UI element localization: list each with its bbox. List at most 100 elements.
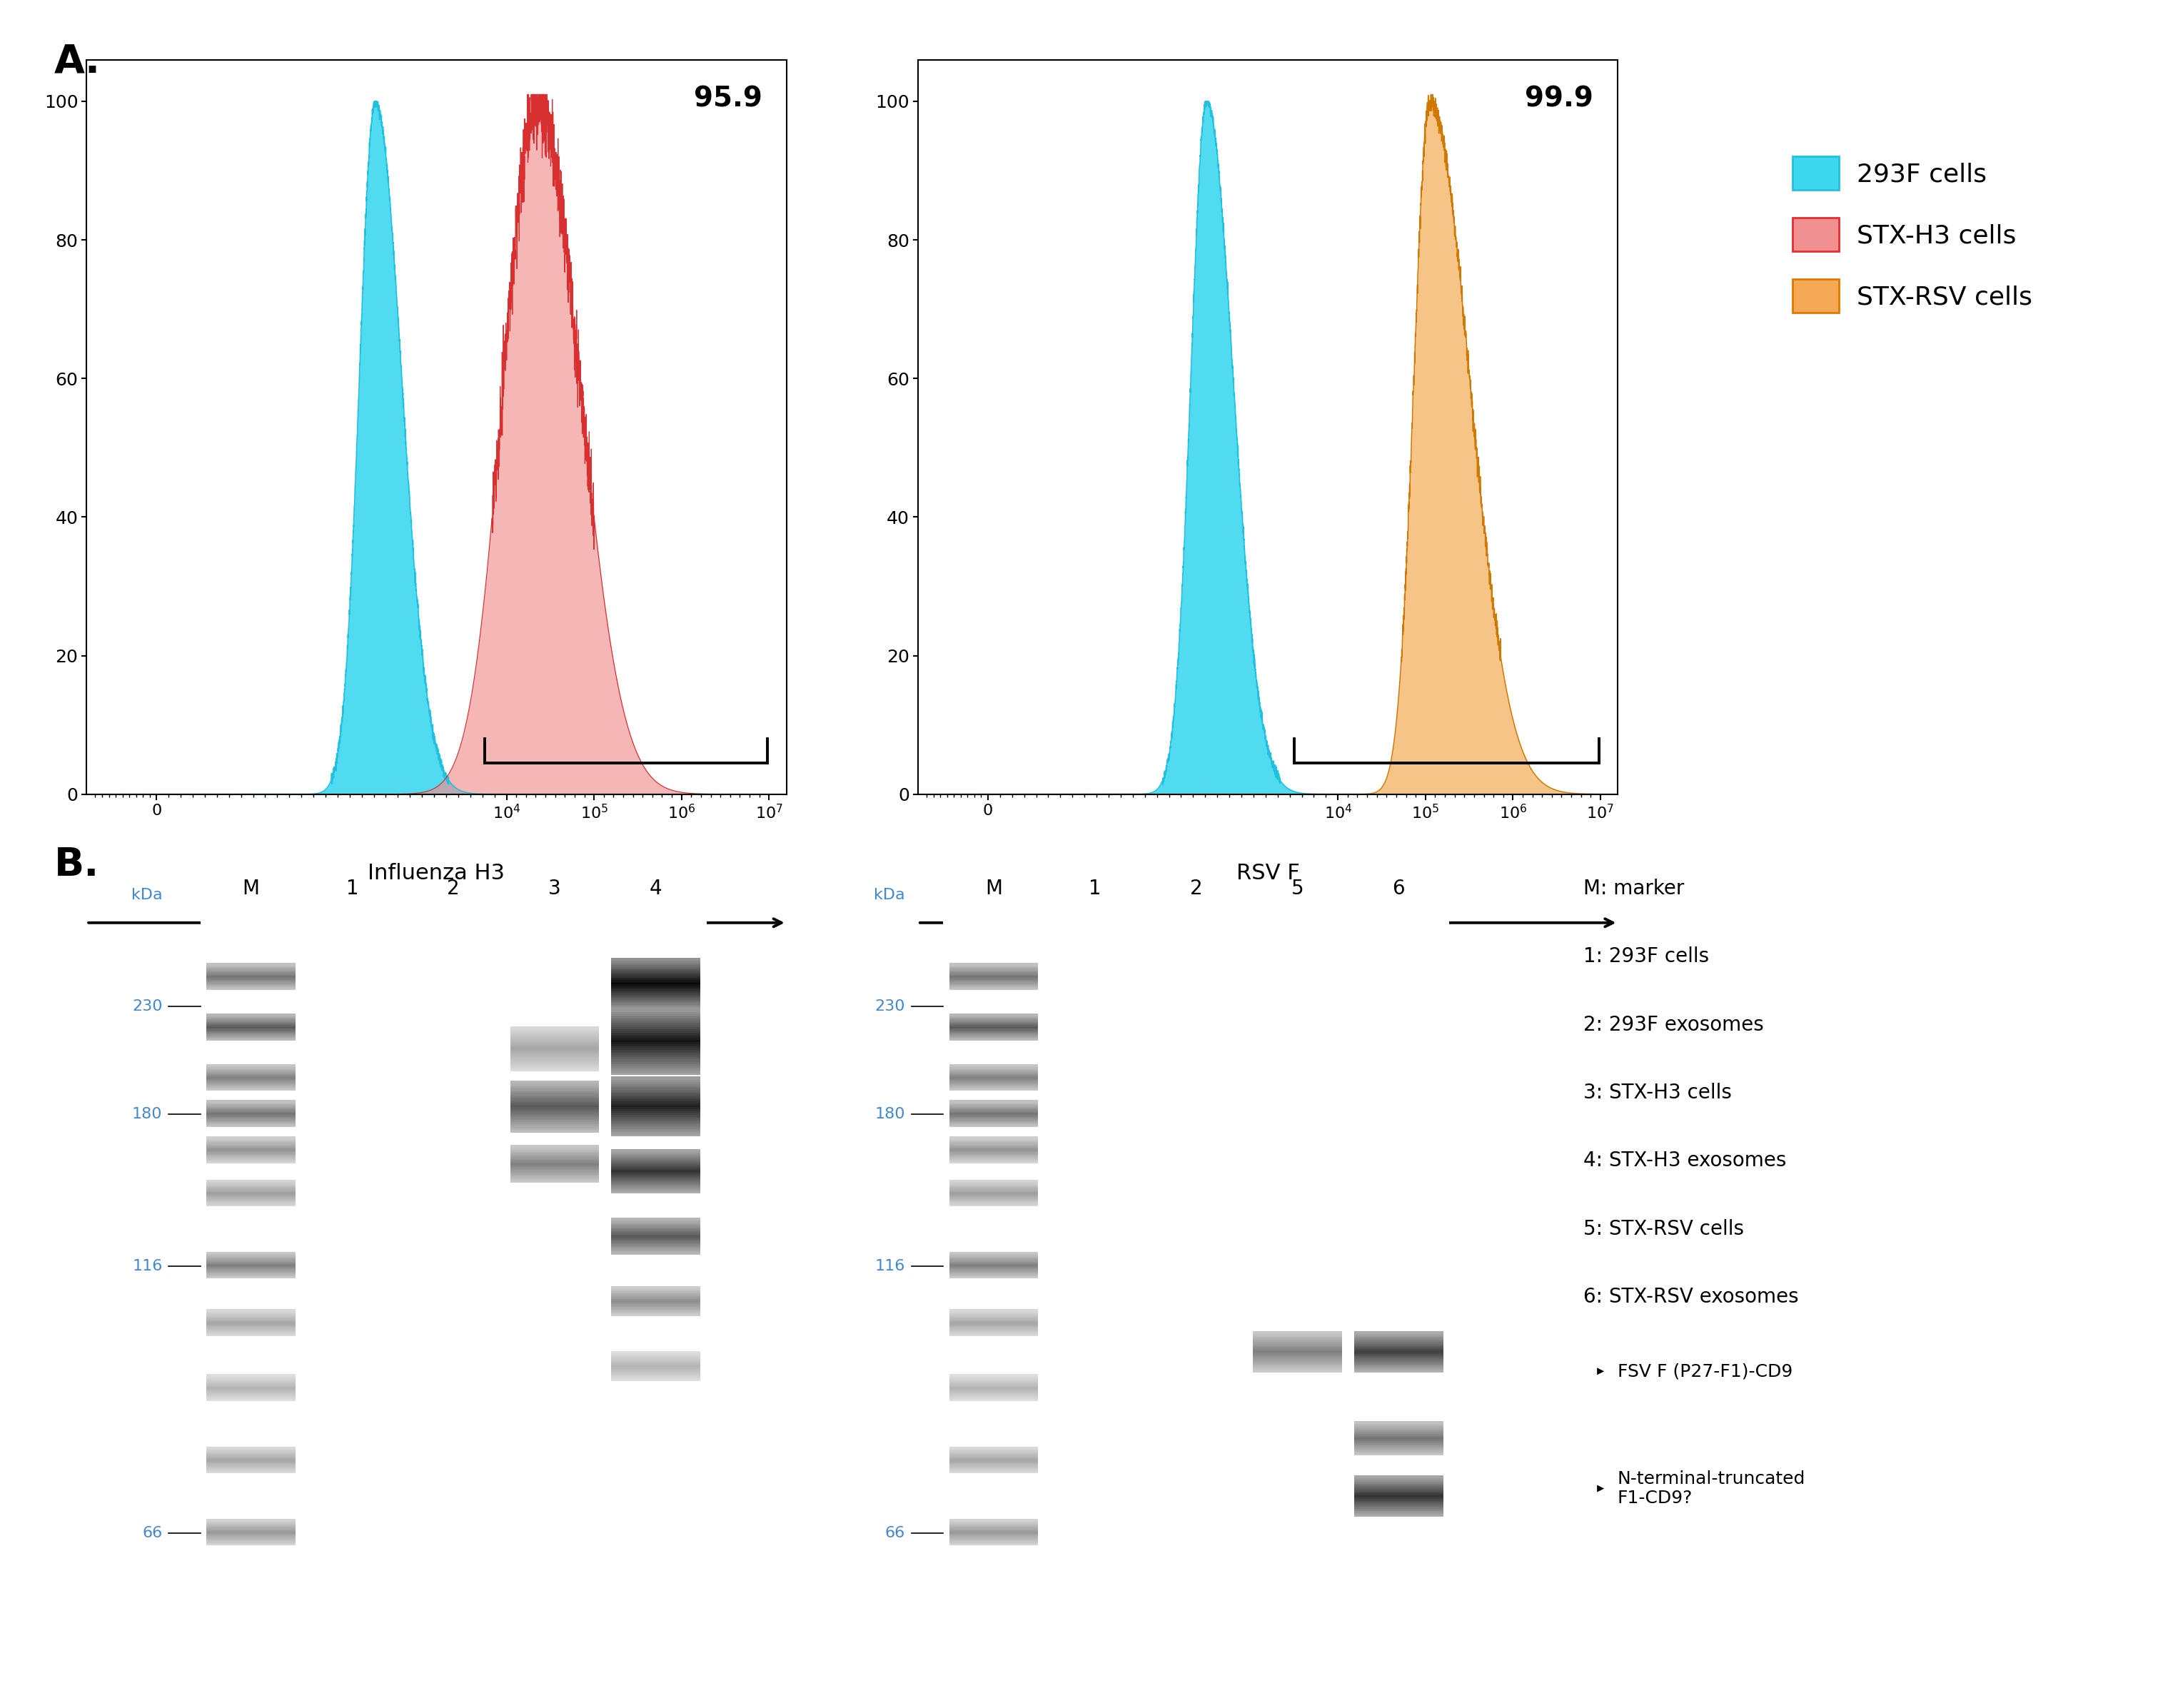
Bar	[612, 1151, 701, 1155]
Bar	[205, 1392, 296, 1395]
Bar	[1354, 1505, 1443, 1508]
Bar	[205, 1185, 296, 1187]
Bar	[205, 1122, 296, 1126]
Bar	[612, 1173, 701, 1177]
Bar	[205, 1539, 296, 1542]
Bar	[612, 1066, 701, 1071]
Bar	[950, 1071, 1038, 1074]
Bar	[1354, 1452, 1443, 1455]
Bar	[205, 1375, 296, 1378]
Bar	[205, 1462, 296, 1464]
Bar	[510, 1028, 599, 1032]
Bar	[612, 1293, 701, 1295]
Bar	[612, 1107, 701, 1110]
Bar	[950, 1196, 1038, 1197]
Bar	[205, 1153, 296, 1156]
Bar	[205, 1073, 296, 1076]
Bar	[1354, 1476, 1443, 1477]
Bar	[205, 1155, 296, 1158]
Bar	[950, 963, 1038, 967]
Bar	[950, 1023, 1038, 1027]
Bar	[1252, 1366, 1341, 1370]
Bar	[205, 1160, 296, 1161]
Bar	[612, 1103, 701, 1107]
Bar	[510, 1052, 599, 1056]
Bar	[1354, 1349, 1443, 1353]
Bar	[205, 982, 296, 986]
Bar	[950, 1266, 1038, 1267]
Bar	[950, 1115, 1038, 1119]
Bar	[205, 1542, 296, 1544]
Bar	[205, 975, 296, 977]
Bar	[612, 1363, 701, 1366]
Bar	[950, 1027, 1038, 1030]
Bar	[950, 1201, 1038, 1204]
Bar	[205, 1447, 296, 1450]
Bar	[612, 1365, 701, 1366]
Bar	[205, 1382, 296, 1383]
Bar	[1354, 1442, 1443, 1445]
Text: 1: 1	[346, 878, 359, 898]
Bar	[1354, 1506, 1443, 1508]
Text: 1: 293F cells: 1: 293F cells	[1583, 946, 1709, 967]
Bar	[950, 1532, 1038, 1535]
Bar	[612, 960, 701, 963]
Bar	[1354, 1365, 1443, 1366]
Bar	[950, 1261, 1038, 1262]
Bar	[612, 1033, 701, 1038]
Bar	[510, 1115, 599, 1119]
Bar	[205, 986, 296, 987]
Bar	[950, 984, 1038, 986]
Bar	[205, 1324, 296, 1325]
Bar	[510, 1061, 599, 1064]
Bar	[1354, 1488, 1443, 1491]
Bar	[205, 1534, 296, 1537]
Bar	[205, 1018, 296, 1021]
Bar	[950, 1108, 1038, 1110]
Bar	[950, 1457, 1038, 1460]
Bar	[950, 1153, 1038, 1156]
Bar	[205, 1144, 296, 1148]
Bar	[205, 1078, 296, 1081]
Bar	[510, 1038, 599, 1042]
Bar	[510, 1045, 599, 1049]
Bar	[950, 1392, 1038, 1395]
Bar	[205, 1539, 296, 1541]
Bar	[1354, 1438, 1443, 1440]
Bar	[1354, 1452, 1443, 1454]
Bar	[612, 1189, 701, 1192]
Bar	[205, 1117, 296, 1119]
Bar	[950, 1112, 1038, 1114]
Bar	[205, 1149, 296, 1151]
Bar	[1252, 1334, 1341, 1337]
Bar	[510, 1146, 599, 1149]
Bar	[205, 1272, 296, 1276]
Bar	[612, 1097, 701, 1100]
Bar	[1354, 1443, 1443, 1447]
Bar	[950, 1018, 1038, 1021]
Bar	[1354, 1361, 1443, 1365]
Bar	[510, 1047, 599, 1049]
Bar	[950, 1254, 1038, 1257]
Bar	[205, 1119, 296, 1120]
Bar	[1354, 1433, 1443, 1436]
Bar	[205, 1018, 296, 1020]
Bar	[205, 977, 296, 979]
Bar	[950, 1107, 1038, 1108]
Bar	[612, 1249, 701, 1252]
Bar	[950, 1324, 1038, 1327]
Bar	[612, 1155, 701, 1158]
Bar	[950, 1038, 1038, 1040]
Bar	[205, 1329, 296, 1331]
Bar	[205, 1454, 296, 1457]
Bar	[205, 1460, 296, 1462]
Bar	[950, 1119, 1038, 1120]
Bar	[205, 1190, 296, 1192]
Bar	[950, 1459, 1038, 1462]
Bar	[950, 1462, 1038, 1465]
Bar	[205, 1395, 296, 1399]
Bar	[950, 970, 1038, 972]
Bar	[510, 1180, 599, 1184]
Bar	[950, 1267, 1038, 1271]
Bar	[510, 1165, 599, 1167]
